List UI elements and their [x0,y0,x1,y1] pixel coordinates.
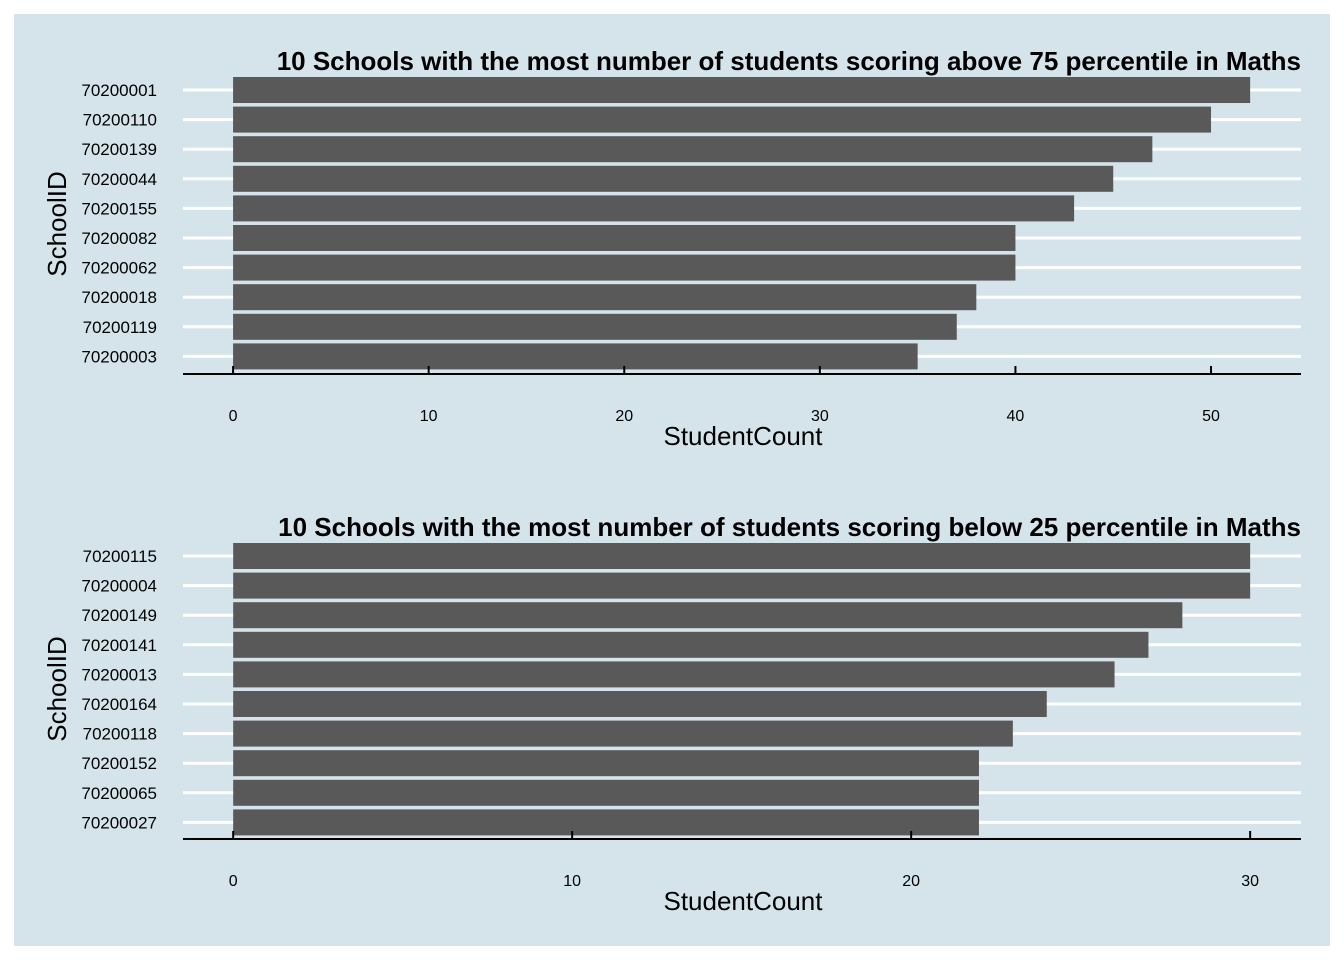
bar-70200164 [233,691,1047,717]
category-label: 70200004 [81,577,157,596]
bar-70200062 [233,254,1016,281]
category-label: 70200164 [81,695,157,714]
bar-70200082 [233,225,1016,251]
x-tick-label: 30 [1241,873,1259,890]
bottom-chart-bars [233,543,1251,836]
category-label: 70200065 [81,784,157,803]
bar-70200110 [233,106,1212,133]
bar-70200119 [233,313,957,340]
category-label: 70200149 [81,606,157,625]
top-chart-bars [233,77,1251,370]
bar-70200155 [233,195,1075,222]
x-tick-label: 30 [811,408,829,425]
bar-70200013 [233,661,1115,688]
category-label: 70200119 [83,318,157,337]
category-label: 70200139 [81,140,157,159]
x-tick-label: 20 [902,873,920,890]
bar-70200149 [233,602,1183,629]
bar-70200027 [233,809,979,836]
category-label: 70200118 [83,725,157,744]
bottom-chart-x-ticks: 0 10 20 30 [229,831,1259,890]
bar-70200152 [233,750,979,777]
bottom-chart-x-axis-title: StudentCount [663,886,823,916]
top-chart-title: 10 Schools with the most number of stude… [277,46,1301,76]
bar-70200003 [233,343,918,370]
bar-70200065 [233,779,979,806]
top-chart-x-axis-title: StudentCount [663,421,823,451]
x-tick-label: 10 [563,873,581,890]
top-chart-y-axis-title: SchoolID [42,171,72,277]
category-label: 70200044 [81,170,157,189]
bar-70200044 [233,165,1114,192]
top-chart-panel: 10 Schools with the most number of stude… [42,46,1301,451]
bar-70200139 [233,136,1153,163]
category-label: 70200013 [81,665,157,684]
category-label: 70200062 [81,259,157,278]
x-tick-label: 20 [615,408,633,425]
category-label: 70200018 [81,288,157,307]
category-label: 70200152 [81,754,157,773]
bar-70200141 [233,631,1149,658]
bottom-chart-category-labels: 70200115 70200004 70200149 70200141 70200013… [81,547,157,832]
bottom-chart-panel: 10 Schools with the most number of stude… [42,512,1301,916]
category-label: 70200115 [83,547,157,566]
bottom-chart-y-axis-title: SchoolID [42,636,72,742]
bar-70200001 [233,77,1251,103]
bar-70200018 [233,284,977,311]
category-label: 70200155 [81,199,157,218]
x-tick-label: 40 [1007,408,1025,425]
category-label: 70200141 [81,636,157,655]
bar-70200004 [233,572,1251,599]
category-label: 70200082 [81,229,157,248]
x-tick-label: 10 [420,408,438,425]
x-tick-label: 50 [1202,408,1220,425]
x-tick-label: 0 [229,408,238,425]
bar-70200118 [233,720,1013,747]
category-label: 70200003 [81,347,157,366]
bottom-chart-title: 10 Schools with the most number of stude… [278,512,1301,542]
top-chart-category-labels: 70200001 70200110 70200139 70200044 70200155… [81,81,157,366]
category-label: 70200027 [81,813,157,832]
top-chart-x-ticks: 0 10 20 30 40 50 [229,366,1220,425]
category-label: 70200001 [81,81,157,100]
category-label: 70200110 [83,111,157,130]
bar-70200115 [233,543,1251,569]
x-tick-label: 0 [229,873,238,890]
